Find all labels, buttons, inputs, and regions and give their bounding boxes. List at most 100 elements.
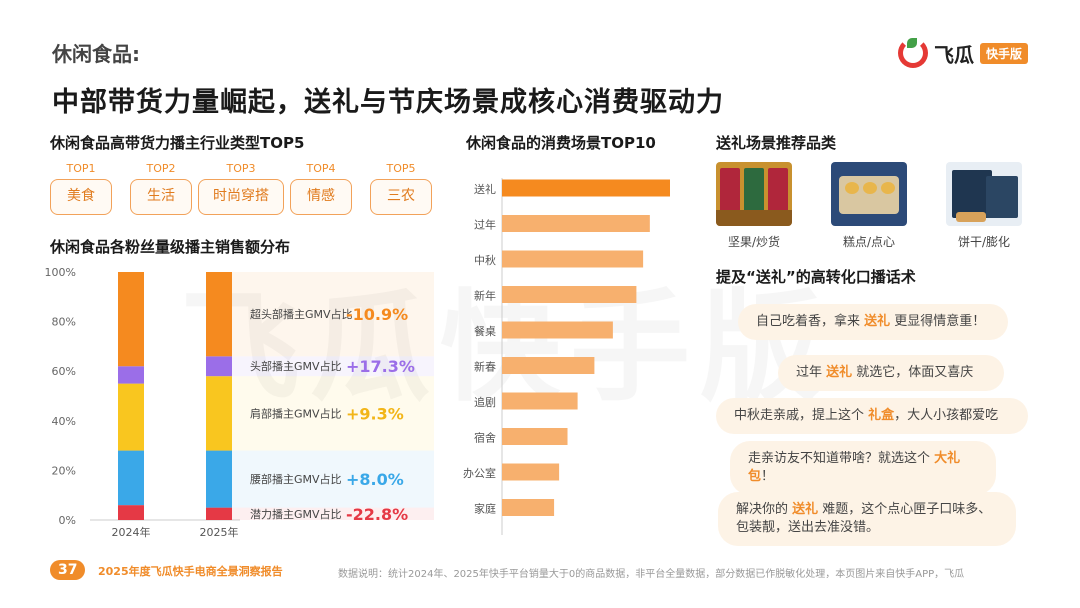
phrase-text: 难题，这个点心匣子口味多、包装靓，送出去准没错。 xyxy=(736,502,992,535)
top5-rank: TOP2 xyxy=(146,162,176,175)
category-label: 办公室 xyxy=(463,466,496,480)
phrase-text: 走亲访友不知道带啥？就选这个 xyxy=(748,451,935,466)
top5-item: TOP1 美食 xyxy=(50,162,112,215)
top5-label: 美食 xyxy=(50,179,112,215)
y-tick-label: 60% xyxy=(52,365,76,378)
top5-rank: TOP4 xyxy=(306,162,336,175)
page-number: 37 xyxy=(50,560,86,580)
change-label: +17.3% xyxy=(346,357,415,376)
phrase-bubble: 走亲访友不知道带啥？就选这个 大礼包！ xyxy=(730,441,996,495)
stacked-bar-segment xyxy=(206,450,232,508)
scene-bar xyxy=(502,357,595,374)
y-tick-label: 100% xyxy=(45,266,76,279)
stacked-bar-segment xyxy=(118,366,144,384)
top5-label: 情感 xyxy=(290,179,352,215)
category-label: 宿舍 xyxy=(474,431,496,445)
series-label: 腰部播主GMV占比 xyxy=(250,472,342,486)
x-tick-label: 2025年 xyxy=(200,525,239,539)
phrase-text: 更显得情意重！ xyxy=(890,314,986,329)
category-label: 新春 xyxy=(474,360,496,374)
top5-label: 时尚穿搭 xyxy=(198,179,284,215)
scene-chart-title: 休闲食品的消费场景TOP10 xyxy=(466,134,656,152)
product-label: 饼干/膨化 xyxy=(957,235,1011,249)
segment-highlight-band xyxy=(232,450,434,508)
category-heading: 休闲食品: xyxy=(52,42,140,66)
stacked-bar-segment xyxy=(206,356,232,377)
scene-bar xyxy=(502,321,613,339)
stacked-bar-segment xyxy=(206,376,232,451)
product-label: 坚果/炒货 xyxy=(727,235,781,249)
phrase-bubble: 过年 送礼 就选它，体面又喜庆 xyxy=(778,355,1004,391)
top5-item: TOP5 三农 xyxy=(370,162,432,215)
phrase-text: 就选它，体面又喜庆 xyxy=(852,365,974,380)
segment-highlight-band xyxy=(232,376,434,451)
phrase-highlight: 大礼包 xyxy=(748,451,961,484)
scene-bar xyxy=(502,286,637,303)
category-label: 追剧 xyxy=(474,395,496,409)
nut-gift-box-image xyxy=(716,162,792,226)
phrase-text: ！ xyxy=(761,469,775,484)
scene-bar xyxy=(502,463,560,481)
phrases-section-title: 提及“送礼”的高转化口播话术 xyxy=(716,268,916,286)
top5-rank: TOP3 xyxy=(226,162,256,175)
product-label: 糕点/点心 xyxy=(842,235,896,249)
melon-logo-icon xyxy=(898,38,928,68)
y-tick-label: 80% xyxy=(52,316,76,329)
change-label: -22.8% xyxy=(346,505,408,524)
segment-highlight-band xyxy=(232,507,434,520)
top5-rank: TOP1 xyxy=(66,162,96,175)
series-label: 肩部播主GMV占比 xyxy=(250,406,342,420)
scene-bar xyxy=(502,428,568,445)
y-tick-label: 40% xyxy=(52,415,76,428)
stacked-bar-chart: 0% 20% 40% 60% 80% 100% 2024年 潜力播主GMV占比 -22.8% 腰部… xyxy=(45,266,434,539)
top5-item: TOP2 生活 xyxy=(130,162,192,215)
change-label: +8.0% xyxy=(346,470,404,489)
change-label: -10.9% xyxy=(346,305,408,324)
stacked-bar-segment xyxy=(206,272,232,357)
phrase-highlight: 礼盒 xyxy=(868,408,895,423)
category-label: 送礼 xyxy=(474,182,496,196)
phrase-highlight: 送礼 xyxy=(864,314,891,329)
category-label: 过年 xyxy=(474,218,496,232)
scene-bar xyxy=(502,499,555,516)
page-title: 中部带货力量崛起，送礼与节庆场景成核心消费驱动力 xyxy=(52,87,724,118)
series-label: 头部播主GMV占比 xyxy=(250,359,342,373)
series-label: 潜力播主GMV占比 xyxy=(250,507,342,521)
phrase-text: 过年 xyxy=(796,365,827,380)
category-label: 家庭 xyxy=(474,502,496,516)
watermark: 飞瓜快手版 xyxy=(180,279,830,418)
top5-label: 三农 xyxy=(370,179,432,215)
phrase-bubble: 自己吃着香，拿来 送礼 更显得情意重！ xyxy=(738,304,1008,340)
stacked-bar-segment xyxy=(118,450,144,506)
pastry-gift-box-image xyxy=(831,162,907,226)
logo-badge: 快手版 xyxy=(980,42,1029,64)
phrase-text: 解决你的 xyxy=(736,502,793,517)
series-label: 超头部播主GMV占比 xyxy=(250,307,353,321)
stacked-bar-segment xyxy=(118,505,144,520)
y-tick-label: 0% xyxy=(59,514,76,527)
stacked-bar-segment xyxy=(118,272,144,367)
phrase-text: 自己吃着香，拿来 xyxy=(756,314,865,329)
top5-item: TOP3 时尚穿搭 xyxy=(198,162,284,215)
category-label: 餐桌 xyxy=(474,324,496,338)
gift-section-title: 送礼场景推荐品类 xyxy=(716,134,837,152)
segment-highlight-band xyxy=(232,272,434,357)
phrase-text: 中秋走亲戚，提上这个 xyxy=(734,408,869,423)
top5-rank: TOP5 xyxy=(386,162,416,175)
y-tick-label: 20% xyxy=(52,464,76,477)
stacked-bar-segment xyxy=(118,383,144,451)
phrase-bubble: 中秋走亲戚，提上这个 礼盒，大人小孩都爱吃 xyxy=(716,398,1028,434)
stacked-bar-segment xyxy=(206,507,232,520)
segment-highlight-band xyxy=(232,356,434,377)
phrase-highlight: 送礼 xyxy=(826,365,853,380)
biscuit-gift-box-image xyxy=(946,162,1022,226)
category-label: 新年 xyxy=(474,289,496,303)
stacked-chart-title: 休闲食品各粉丝量级播主销售额分布 xyxy=(50,238,291,256)
phrase-text: ，大人小孩都爱吃 xyxy=(894,408,999,423)
phrase-bubble: 解决你的 送礼 难题，这个点心匣子口味多、包装靓，送出去准没错。 xyxy=(718,492,1016,546)
report-name: 2025年度飞瓜快手电商全景洞察报告 xyxy=(98,565,283,578)
scene-bar xyxy=(502,392,578,410)
top5-label: 生活 xyxy=(130,179,192,215)
phrase-highlight: 送礼 xyxy=(792,502,819,517)
x-tick-label: 2024年 xyxy=(112,525,151,539)
